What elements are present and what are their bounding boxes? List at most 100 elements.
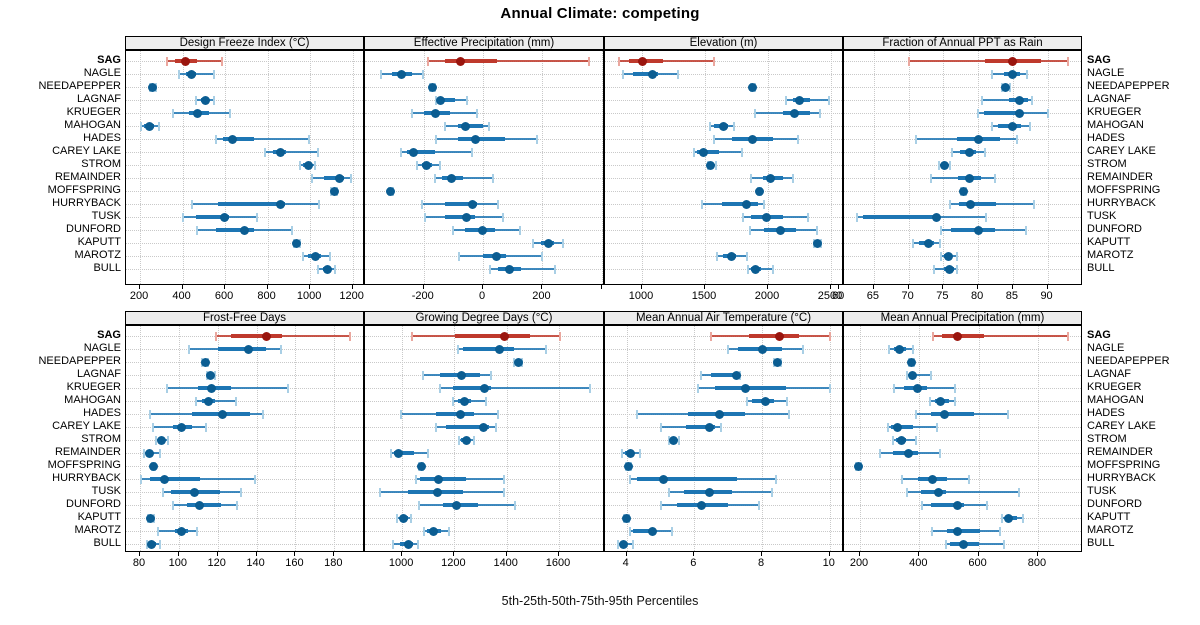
- p95-cap: [587, 56, 590, 66]
- panel: [604, 50, 843, 285]
- p95-cap: [763, 199, 766, 209]
- site-label-right: SAG: [1087, 328, 1111, 341]
- median-dot: [696, 500, 706, 510]
- p5-cap: [746, 264, 749, 274]
- median-dot: [422, 160, 432, 170]
- median-dot: [939, 160, 949, 170]
- site-label-right: TUSK: [1087, 209, 1117, 222]
- p5-cap: [907, 56, 910, 66]
- p95-cap: [195, 526, 198, 536]
- p5-cap: [921, 500, 924, 510]
- p5-p95-range-line: [489, 268, 555, 271]
- x-axis-tick: [333, 552, 335, 556]
- x-axis-tick: [255, 552, 257, 556]
- median-dot: [433, 487, 443, 497]
- median-dot: [470, 134, 480, 144]
- x-gridline: [1047, 51, 1049, 284]
- p25-p75-bar: [231, 334, 282, 339]
- p95-cap: [1025, 225, 1028, 235]
- row-gridline: [126, 74, 363, 76]
- p5-cap: [172, 500, 175, 510]
- x-axis-tick-label: 75: [936, 290, 949, 302]
- median-dot: [740, 383, 750, 393]
- p95-cap: [426, 448, 429, 458]
- site-label-right: NAGLE: [1087, 66, 1125, 79]
- p25-p75-bar: [445, 202, 477, 207]
- x-axis-tick: [482, 285, 484, 289]
- x-axis-tick-label: 600: [214, 290, 234, 302]
- median-dot: [461, 435, 471, 445]
- p95-cap: [159, 539, 162, 549]
- row-gridline: [605, 518, 842, 520]
- p5-cap: [410, 108, 413, 118]
- site-label-left: DUNFORD: [66, 497, 121, 510]
- median-dot: [648, 69, 658, 79]
- p95-cap: [1032, 199, 1035, 209]
- site-label-right: MAHOGAN: [1087, 393, 1144, 406]
- x-axis-tick: [224, 285, 226, 289]
- x-axis-tick-label: 1400: [493, 557, 518, 569]
- row-gridline: [605, 401, 842, 403]
- row-gridline: [605, 87, 842, 89]
- p5-cap: [151, 422, 154, 432]
- p95-cap: [329, 251, 332, 261]
- x-axis-tick: [872, 285, 874, 289]
- median-dot: [904, 448, 914, 458]
- p5-cap: [667, 487, 670, 497]
- site-label-left: HURRYBACK: [52, 196, 121, 209]
- p5-cap: [933, 264, 936, 274]
- median-dot: [427, 82, 437, 92]
- panel-strip: Elevation (m): [604, 36, 843, 50]
- site-label-right: HURRYBACK: [1087, 471, 1156, 484]
- x-axis-tick-label: 8: [758, 557, 765, 569]
- median-dot: [637, 56, 647, 66]
- p25-p75-bar: [406, 150, 435, 155]
- p5-cap: [264, 147, 267, 157]
- median-dot: [953, 526, 963, 536]
- median-dot: [748, 82, 758, 92]
- row-gridline: [365, 74, 603, 76]
- median-dot: [452, 500, 462, 510]
- p95-cap: [470, 147, 473, 157]
- median-dot: [207, 383, 217, 393]
- row-gridline: [844, 165, 1081, 167]
- site-label-left: REMAINDER: [54, 445, 121, 458]
- median-dot: [1014, 108, 1024, 118]
- row-gridline: [844, 74, 1081, 76]
- p95-cap: [513, 500, 516, 510]
- p5-cap: [938, 160, 941, 170]
- p5-cap: [415, 474, 418, 484]
- panel-strip: Frost-Free Days: [125, 311, 364, 325]
- row-gridline: [605, 362, 842, 364]
- p25-p75-bar: [445, 215, 475, 220]
- p5-cap: [629, 474, 632, 484]
- median-dot: [543, 238, 553, 248]
- p95-cap: [828, 383, 831, 393]
- p25-p75-bar: [959, 202, 997, 207]
- median-dot: [399, 513, 409, 523]
- p95-cap: [236, 500, 239, 510]
- p95-cap: [255, 212, 258, 222]
- row-gridline: [126, 427, 363, 429]
- p95-cap: [240, 487, 243, 497]
- row-gridline: [126, 269, 363, 271]
- row-gridline: [605, 453, 842, 455]
- site-label-right: DUNFORD: [1087, 222, 1142, 235]
- p25-p75-bar: [984, 111, 1022, 116]
- p5-cap: [316, 264, 319, 274]
- x-gridline: [267, 51, 269, 284]
- x-gridline: [860, 326, 861, 551]
- p5-cap: [162, 487, 165, 497]
- p95-cap: [234, 396, 237, 406]
- row-gridline: [605, 217, 842, 219]
- x-axis-tick-label: 2000: [754, 290, 780, 302]
- x-gridline: [831, 51, 833, 284]
- site-label-left: REMAINDER: [54, 170, 121, 183]
- p5-cap: [915, 409, 918, 419]
- p5-cap: [214, 134, 217, 144]
- p95-cap: [774, 474, 777, 484]
- median-dot: [907, 370, 917, 380]
- p95-cap: [286, 383, 289, 393]
- x-gridline: [454, 326, 456, 551]
- x-axis-tick-label: -200: [411, 290, 434, 302]
